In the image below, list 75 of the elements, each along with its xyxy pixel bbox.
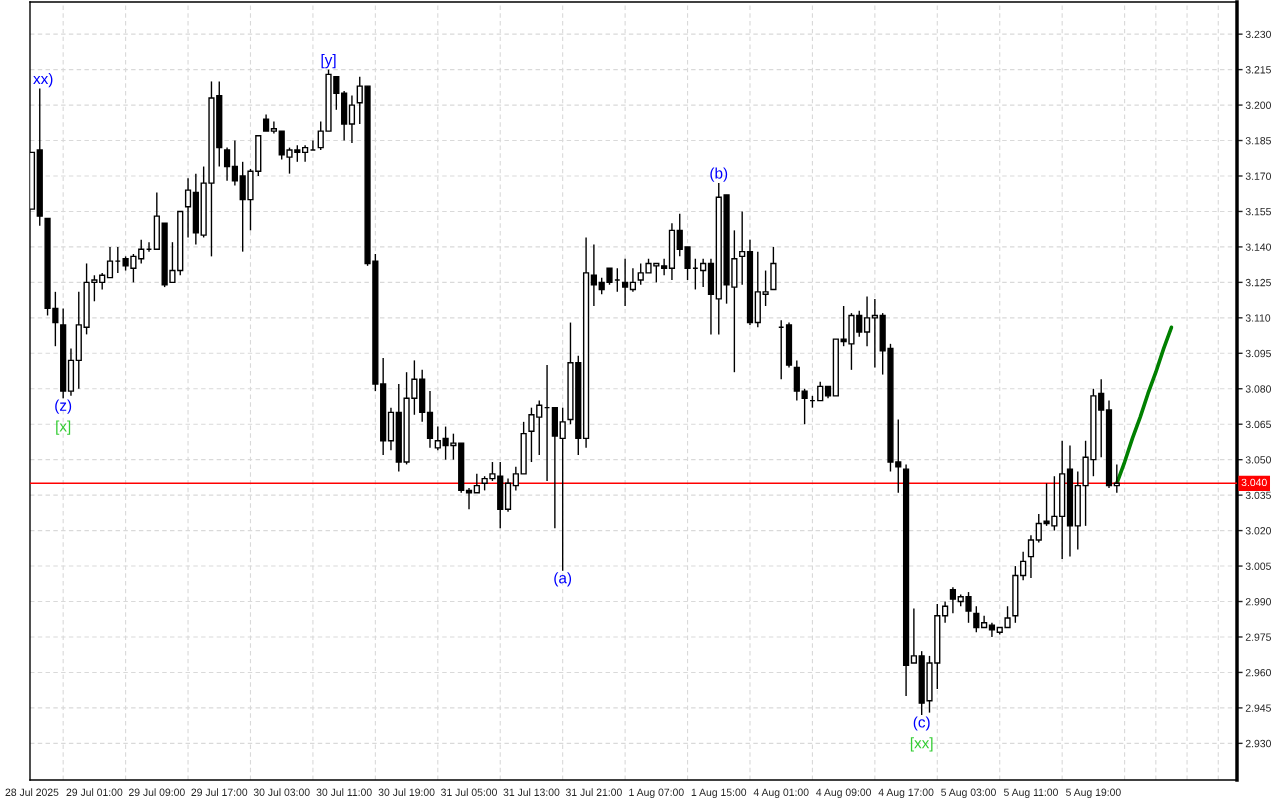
candlestick <box>1020 551 1027 581</box>
x-tick-label: 29 Jul 09:00 <box>128 788 185 796</box>
y-tick-label: 3.005 <box>1245 562 1271 570</box>
candlestick <box>910 607 917 664</box>
x-tick-label: 4 Aug 17:00 <box>878 788 934 799</box>
y-tick-label: 3.095 <box>1245 349 1271 358</box>
candlestick <box>801 388 808 425</box>
y-tick-label: 3.155 <box>1245 207 1271 216</box>
candlestick <box>793 359 800 402</box>
y-tick-label: 3.065 <box>1245 420 1271 429</box>
candlestick <box>700 258 707 288</box>
x-tick-label: 4 Aug 09:00 <box>816 788 872 799</box>
y-tick-label: 2.930 <box>1245 739 1271 748</box>
candlestick <box>817 380 824 402</box>
candlestick <box>590 243 598 307</box>
annotation: [y] <box>321 53 336 69</box>
candlestick <box>106 246 114 279</box>
y-tick-label: 3.125 <box>1245 278 1271 287</box>
x-tick-label: 30 Jul 03:00 <box>253 788 310 796</box>
y-tick-label: 3.230 <box>1245 30 1271 39</box>
candlestick <box>1027 534 1035 579</box>
x-tick-label: 30 Jul 11:00 <box>316 788 372 796</box>
x-tick-label: 31 Jul 13:00 <box>503 788 560 796</box>
y-tick-label: 2.960 <box>1245 668 1271 677</box>
y-tick-label: 2.945 <box>1245 704 1271 712</box>
annotation: (a) <box>554 572 572 587</box>
y-tick-label: 3.215 <box>1245 66 1271 74</box>
candlestick <box>184 177 192 239</box>
candlestick <box>473 473 480 494</box>
x-tick-label: 1 Aug 15:00 <box>691 788 747 799</box>
candlestick <box>512 466 519 492</box>
annotation: (c) <box>913 716 930 731</box>
y-tick-label: 3.140 <box>1245 243 1271 251</box>
candlestick <box>871 298 878 369</box>
candlestick <box>621 258 629 307</box>
candlestick <box>223 146 231 182</box>
x-tick-label: 29 Jul 01:00 <box>66 788 123 796</box>
y-tick-label: 3.020 <box>1245 527 1271 535</box>
y-tick-label: 3.110 <box>1245 314 1271 322</box>
x-tick-label: 31 Jul 05:00 <box>441 788 497 796</box>
candlestick <box>863 295 871 347</box>
x-tick-label: 5 Aug 19:00 <box>1066 788 1121 799</box>
x-tick-label: 1 Aug 07:00 <box>629 788 684 799</box>
candlestick <box>739 210 746 286</box>
x-tick-label: 28 Jul 2025 <box>5 788 59 796</box>
candlestick <box>348 94 356 144</box>
candlestick <box>302 144 309 163</box>
x-tick-label: 4 Aug 01:00 <box>753 788 809 799</box>
y-tick-label: 2.990 <box>1245 598 1271 606</box>
candlestick <box>973 605 980 633</box>
annotation: [xx] <box>910 737 933 752</box>
y-tick-label: 3.185 <box>1245 137 1271 145</box>
x-tick-label: 5 Aug 03:00 <box>941 788 996 799</box>
annotation: [x] <box>56 420 71 435</box>
candlestick <box>661 258 668 276</box>
candlestick <box>949 586 957 615</box>
line-series <box>1115 325 1174 486</box>
x-tick-label: 31 Jul 21:00 <box>565 788 622 796</box>
ref-line-label: 3.040 <box>1241 478 1267 487</box>
x-tick-label: 5 Aug 11:00 <box>1003 788 1058 799</box>
annotation: (b) <box>710 167 728 182</box>
candlestick <box>629 267 637 293</box>
y-tick-label: 3.035 <box>1245 491 1271 500</box>
y-tick-label: 3.050 <box>1245 456 1271 464</box>
y-tick-label: 3.080 <box>1245 385 1271 393</box>
annotation: (z) <box>55 399 72 414</box>
x-tick-label: 30 Jul 19:00 <box>378 788 435 796</box>
y-tick-label: 3.170 <box>1245 172 1271 180</box>
candlestick <box>559 406 566 572</box>
y-tick-label: 3.200 <box>1245 101 1271 109</box>
x-tick-label: 29 Jul 17:00 <box>191 788 248 796</box>
y-tick-label: 2.975 <box>1245 633 1271 641</box>
candlestick <box>941 600 949 624</box>
annotation: xx) <box>33 72 53 88</box>
candlestick <box>231 139 238 187</box>
